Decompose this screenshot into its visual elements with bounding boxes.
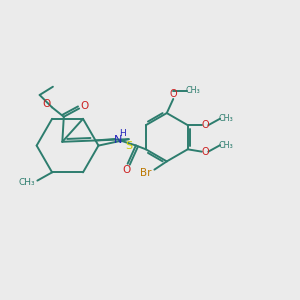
Text: O: O — [43, 99, 51, 109]
Text: S: S — [125, 141, 132, 151]
Text: H: H — [118, 129, 125, 138]
Text: O: O — [202, 120, 209, 130]
Text: O: O — [202, 147, 209, 157]
Text: CH₃: CH₃ — [19, 178, 35, 187]
Text: CH₃: CH₃ — [185, 86, 200, 95]
Text: O: O — [169, 89, 177, 99]
Text: O: O — [80, 100, 88, 111]
Text: CH₃: CH₃ — [219, 114, 233, 123]
Text: Br: Br — [140, 168, 152, 178]
Text: CH₃: CH₃ — [219, 141, 233, 150]
Text: N: N — [114, 135, 122, 145]
Text: O: O — [122, 165, 130, 175]
